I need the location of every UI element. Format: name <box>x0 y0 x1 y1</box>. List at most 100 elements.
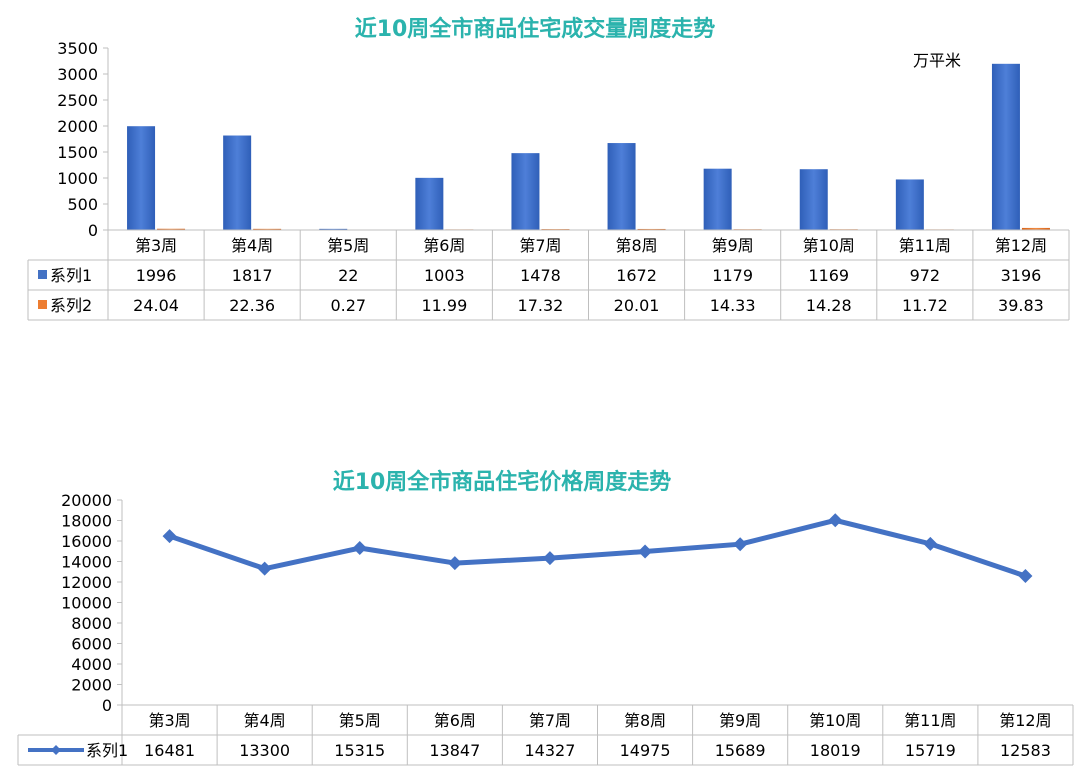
data-point <box>162 529 177 544</box>
legend-label: 系列1 <box>50 266 92 285</box>
bar-series1 <box>799 169 828 230</box>
data-cell: 11.72 <box>902 296 948 315</box>
data-cell: 14975 <box>620 741 671 760</box>
y-tick-label: 0 <box>102 696 112 715</box>
category-label: 第12周 <box>999 711 1051 730</box>
data-cell: 14.28 <box>806 296 852 315</box>
bar-series1 <box>511 153 540 230</box>
category-label: 第7周 <box>519 236 561 255</box>
data-cell: 1179 <box>712 266 753 285</box>
data-cell: 1169 <box>808 266 849 285</box>
legend-label: 系列2 <box>50 296 92 315</box>
data-cell: 1817 <box>232 266 273 285</box>
category-label: 第9周 <box>719 711 761 730</box>
data-cell: 17.32 <box>518 296 564 315</box>
y-tick-label: 14000 <box>61 553 112 572</box>
data-point <box>257 561 272 576</box>
chart1-bars <box>127 63 1050 230</box>
bar-series1 <box>607 143 636 230</box>
data-cell: 972 <box>910 266 941 285</box>
bar-series2 <box>157 228 186 230</box>
data-cell: 14.33 <box>710 296 756 315</box>
data-cell: 22.36 <box>229 296 275 315</box>
legend-label: 系列1 <box>86 741 128 760</box>
data-cell: 15315 <box>334 741 385 760</box>
legend-key <box>38 270 47 279</box>
data-cell: 24.04 <box>133 296 179 315</box>
bar-series2 <box>637 228 666 230</box>
y-tick-label: 18000 <box>61 512 112 531</box>
data-point <box>923 536 938 551</box>
data-cell: 15689 <box>715 741 766 760</box>
data-point <box>733 537 748 552</box>
chart1-title: 近10周全市商品住宅成交量周度走势 <box>355 16 716 42</box>
data-cell: 1672 <box>616 266 657 285</box>
chart2-line <box>162 513 1033 584</box>
data-point <box>828 513 843 528</box>
y-tick-label: 1500 <box>57 143 98 162</box>
data-cell: 18019 <box>810 741 861 760</box>
category-label: 第8周 <box>624 711 666 730</box>
data-cell: 1996 <box>136 266 177 285</box>
bar-series1 <box>319 228 348 230</box>
data-point <box>1018 569 1033 584</box>
y-tick-label: 8000 <box>71 614 112 633</box>
data-cell: 20.01 <box>614 296 660 315</box>
category-label: 第4周 <box>231 236 273 255</box>
data-cell: 3196 <box>1001 266 1042 285</box>
category-label: 第6周 <box>434 711 476 730</box>
bar-series1 <box>127 126 156 230</box>
chart2-title: 近10周全市商品住宅价格周度走势 <box>333 469 672 495</box>
bar-series1 <box>415 177 444 230</box>
y-tick-label: 12000 <box>61 573 112 592</box>
data-point <box>352 541 367 556</box>
category-label: 第9周 <box>712 236 754 255</box>
category-label: 第3周 <box>135 236 177 255</box>
y-tick-label: 16000 <box>61 532 112 551</box>
legend-marker <box>51 745 61 755</box>
data-cell: 11.99 <box>421 296 467 315</box>
y-tick-label: 0 <box>88 221 98 240</box>
y-tick-label: 3000 <box>57 65 98 84</box>
bar-series1 <box>991 63 1020 230</box>
y-tick-label: 1000 <box>57 169 98 188</box>
data-cell: 15719 <box>905 741 956 760</box>
y-tick-label: 20000 <box>61 491 112 510</box>
category-label: 第7周 <box>529 711 571 730</box>
y-tick-label: 2500 <box>57 91 98 110</box>
data-cell: 12583 <box>1000 741 1051 760</box>
data-cell: 1003 <box>424 266 465 285</box>
y-tick-label: 4000 <box>71 655 112 674</box>
category-label: 第12周 <box>995 236 1047 255</box>
data-cell: 13847 <box>429 741 480 760</box>
y-tick-label: 6000 <box>71 635 112 654</box>
data-cell: 22 <box>338 266 358 285</box>
bar-series1 <box>895 179 924 230</box>
data-cell: 1478 <box>520 266 561 285</box>
category-label: 第10周 <box>803 236 855 255</box>
data-cell: 13300 <box>239 741 290 760</box>
data-point <box>638 544 653 559</box>
legend-key <box>38 300 47 309</box>
category-label: 第11周 <box>904 711 956 730</box>
y-tick-label: 500 <box>67 195 98 214</box>
data-cell: 39.83 <box>998 296 1044 315</box>
bar-series2 <box>253 228 282 230</box>
category-label: 第11周 <box>899 236 951 255</box>
y-tick-label: 10000 <box>61 594 112 613</box>
data-point <box>542 551 557 566</box>
chart1-y-axis: 0 500 1000 1500 2000 2500 3000 3500 <box>57 39 109 240</box>
category-label: 第10周 <box>809 711 861 730</box>
data-point <box>447 556 462 571</box>
bar-series2 <box>1021 227 1050 230</box>
series-line <box>168 517 1027 579</box>
data-cell: 16481 <box>144 741 195 760</box>
category-label: 第4周 <box>244 711 286 730</box>
category-label: 第8周 <box>615 236 657 255</box>
chart1-unit-label: 万平米 <box>913 51 961 70</box>
category-label: 第5周 <box>339 711 381 730</box>
